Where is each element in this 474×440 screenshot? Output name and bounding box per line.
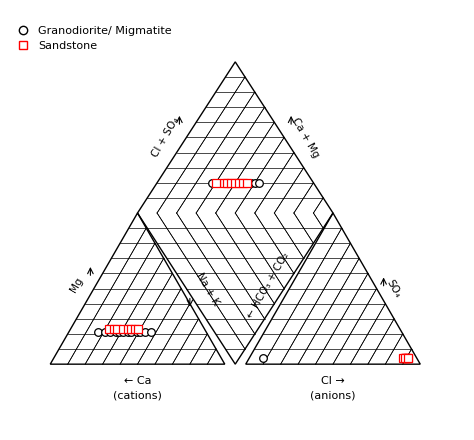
Text: (anions): (anions) xyxy=(310,390,356,400)
Text: Na + K: Na + K xyxy=(194,271,221,307)
Legend: Granodiorite/ Migmatite, Sandstone: Granodiorite/ Migmatite, Sandstone xyxy=(7,21,176,55)
Text: (cations): (cations) xyxy=(113,390,162,400)
Text: Cl + SO₄: Cl + SO₄ xyxy=(150,116,181,159)
Text: ← HCO₃ + CO₂: ← HCO₃ + CO₂ xyxy=(246,250,292,320)
Text: ← Ca: ← Ca xyxy=(124,376,151,386)
Text: Ca + Mg: Ca + Mg xyxy=(290,116,320,159)
Text: Mg: Mg xyxy=(68,276,85,294)
Text: SO₄: SO₄ xyxy=(385,278,403,299)
Text: Cl →: Cl → xyxy=(321,376,345,386)
